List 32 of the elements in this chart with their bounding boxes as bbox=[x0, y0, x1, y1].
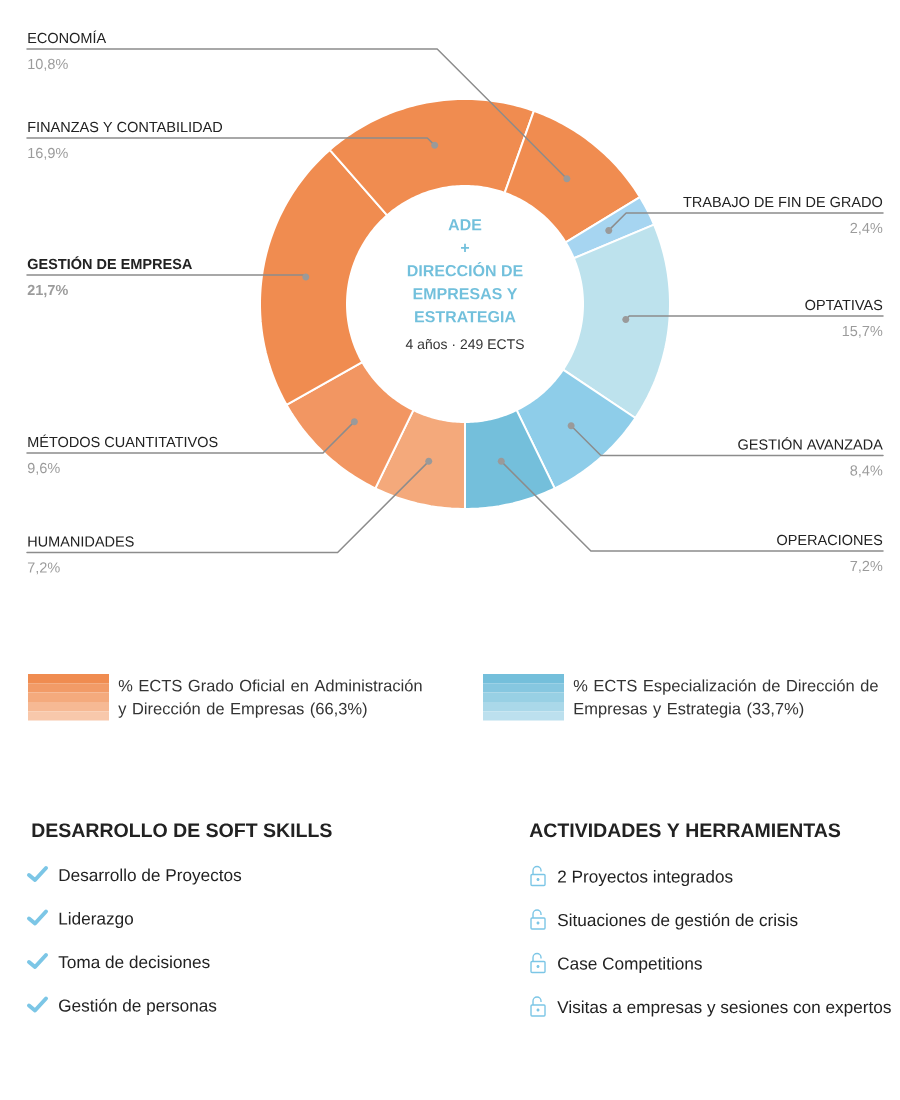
data-label: 2,4% bbox=[850, 222, 883, 235]
text: Situaciones de gestión de crisis bbox=[557, 913, 798, 930]
text: % ECTS Especialización de Dirección de Empresas y Estrategia (33,7%) bbox=[573, 679, 878, 718]
text: ADE + DIRECCIÓN DE EMPRESAS Y ESTRATEGIA bbox=[407, 219, 523, 323]
slice-label: TRABAJO DE FIN DE GRADO bbox=[683, 196, 883, 208]
slice-label: MÉTODOS CUANTITATIVOS bbox=[28, 434, 218, 448]
slice-label: GESTIÓN DE EMPRESA bbox=[27, 256, 192, 270]
data-label: 7,2% bbox=[27, 562, 60, 575]
data-label: 9,6% bbox=[27, 462, 60, 475]
slice-label: GESTIÓN AVANZADA bbox=[738, 436, 883, 450]
text: Gestión de personas bbox=[59, 998, 217, 1016]
slice-label: ECONOMÍA bbox=[28, 30, 107, 44]
text: Case Competitions bbox=[558, 957, 702, 974]
data-label: 15,7% bbox=[842, 325, 883, 338]
text: 2 Proyectos integrados bbox=[558, 870, 733, 887]
slice-label: OPERACIONES bbox=[777, 534, 883, 546]
data-label: 8,4% bbox=[850, 465, 883, 478]
text: 4 años · 249 ECTS bbox=[405, 338, 524, 350]
text: Desarrollo de Proyectos bbox=[59, 868, 242, 885]
data-label: 21,7% bbox=[27, 284, 68, 298]
slice-label: HUMANIDADES bbox=[28, 536, 134, 547]
text: Toma de decisiones bbox=[58, 955, 210, 969]
text: DESARROLLO DE SOFT SKILLS bbox=[32, 823, 332, 838]
data-label: 16,9% bbox=[28, 147, 68, 160]
text: % ECTS Grado Oficial en Administración y Dirección de Empresas (66,3%) bbox=[118, 679, 422, 718]
text: Liderazgo bbox=[59, 912, 134, 929]
data-label: 10,8% bbox=[28, 58, 68, 71]
slice-label: FINANZAS Y CONTABILIDAD bbox=[28, 121, 223, 133]
slice-label: OPTATIVAS bbox=[805, 299, 883, 311]
data-label: 7,2% bbox=[850, 560, 883, 573]
text: Visitas a empresas y sesiones con expertos bbox=[557, 1000, 891, 1017]
text: ACTIVIDADES Y HERRAMIENTAS bbox=[529, 823, 841, 838]
